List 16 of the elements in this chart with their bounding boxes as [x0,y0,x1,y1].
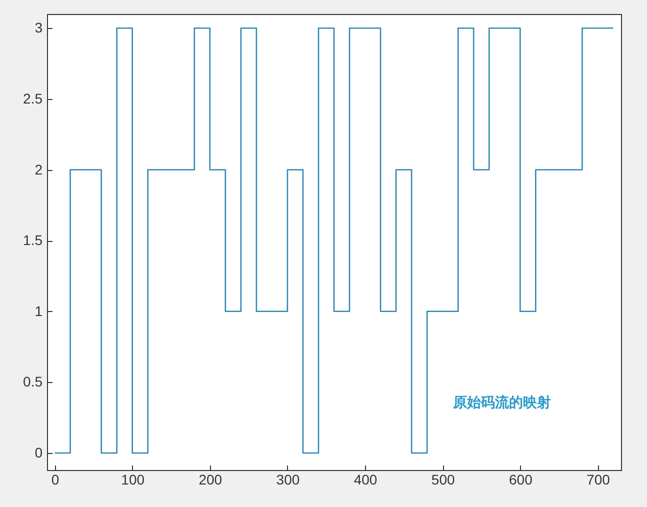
y-tick-label: 3 [34,20,43,36]
y-tick-label: 0.5 [23,374,43,390]
x-tick-label: 600 [508,472,533,488]
y-tick-label: 2 [34,161,43,178]
x-tick-label: 100 [121,472,145,488]
y-tick-label: 0 [34,444,43,461]
x-tick-label: 500 [431,472,455,488]
x-tick-label: 300 [276,472,300,488]
x-tick-label: 200 [198,472,222,488]
y-tick-label: 1 [34,302,43,319]
y-tick-label: 1.5 [23,232,43,248]
x-tick-label: 0 [51,472,60,488]
x-tick-label: 700 [586,472,610,488]
x-tick-label: 400 [354,472,378,488]
y-tick-label: 2.5 [23,90,43,106]
annotation: 原始码流的映射 [452,394,551,411]
